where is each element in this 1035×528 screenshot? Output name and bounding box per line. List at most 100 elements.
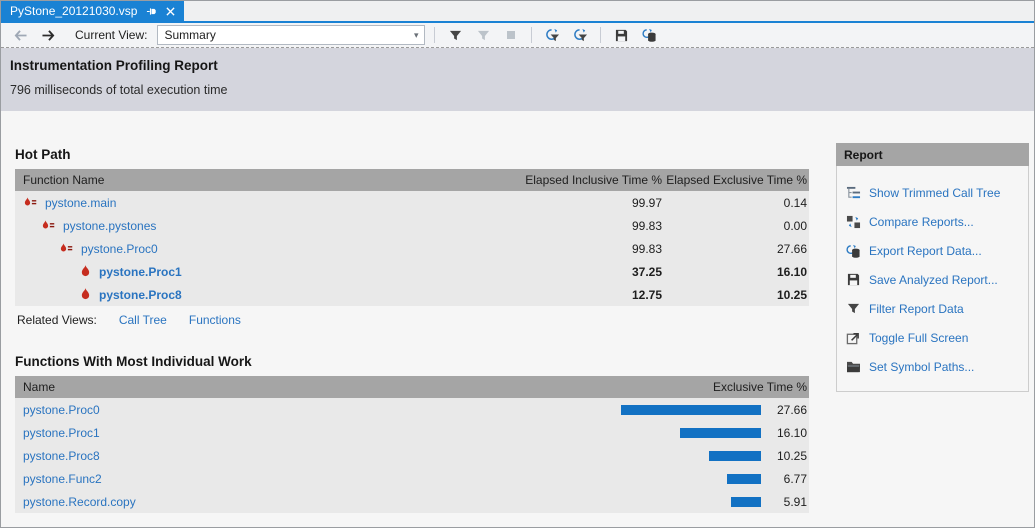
- function-link[interactable]: pystone.Proc0: [81, 241, 158, 256]
- report-action-label[interactable]: Export Report Data...: [869, 243, 982, 258]
- report-action-label[interactable]: Toggle Full Screen: [869, 330, 969, 345]
- refresh-filter-icon: [546, 28, 560, 42]
- stop-icon: [507, 31, 516, 39]
- stop-button[interactable]: [500, 25, 522, 45]
- table-row: pystone.Proc1 16.10: [15, 421, 809, 444]
- column-exclusive-time[interactable]: Exclusive Time %: [712, 380, 807, 394]
- related-link-functions[interactable]: Functions: [188, 313, 241, 327]
- individual-work-title: Functions With Most Individual Work: [15, 354, 252, 369]
- function-link[interactable]: pystone.Proc8: [99, 287, 182, 302]
- export-database-icon: [845, 243, 861, 259]
- flame-icon: [77, 287, 93, 303]
- compare-reports-item[interactable]: Compare Reports...: [845, 207, 1028, 236]
- exclusive-value: 0.14: [783, 195, 807, 210]
- close-icon[interactable]: [166, 6, 176, 16]
- hot-path-flame-icon: [23, 195, 39, 211]
- filter-icon: [449, 30, 462, 40]
- refresh-filter-icon: [574, 28, 588, 42]
- report-action-label[interactable]: Set Symbol Paths...: [869, 359, 975, 374]
- function-link[interactable]: pystone.main: [45, 195, 117, 210]
- export-database-icon: [642, 28, 656, 42]
- back-arrow-icon: [14, 29, 27, 41]
- column-name[interactable]: Name: [23, 380, 56, 394]
- inclusive-value: 99.83: [631, 241, 662, 256]
- export-data-button[interactable]: [638, 25, 660, 45]
- save-report-button[interactable]: [610, 25, 632, 45]
- exclusive-value: 0.00: [783, 218, 807, 233]
- report-action-label[interactable]: Show Trimmed Call Tree: [869, 185, 1001, 200]
- table-row: pystone.Func2 6.77: [15, 467, 809, 490]
- fullscreen-icon: [845, 330, 861, 346]
- forward-button[interactable]: [37, 25, 59, 45]
- function-link[interactable]: pystone.Proc1: [99, 264, 182, 279]
- report-action-label[interactable]: Save Analyzed Report...: [869, 272, 998, 287]
- column-function-name[interactable]: Function Name: [23, 173, 105, 187]
- report-action-label[interactable]: Compare Reports...: [869, 214, 974, 229]
- function-link[interactable]: pystone.Proc8: [23, 448, 100, 463]
- function-link[interactable]: pystone.pystones: [63, 218, 157, 233]
- table-row: pystone.main 99.97 0.14: [15, 191, 809, 214]
- individual-work-table: Name Exclusive Time % pystone.Proc0 27.6…: [15, 376, 809, 513]
- filter-icon: [845, 301, 861, 317]
- individual-work-table-header: Name Exclusive Time %: [15, 376, 809, 398]
- function-link[interactable]: pystone.Proc1: [23, 425, 100, 440]
- flame-icon: [77, 264, 93, 280]
- related-views: Related Views: Call Tree Functions: [15, 313, 809, 327]
- related-views-label: Related Views:: [17, 313, 97, 327]
- hot-path-title: Hot Path: [15, 147, 71, 162]
- tab-title: PyStone_20121030.vsp: [10, 4, 138, 18]
- report-header: Instrumentation Profiling Report 796 mil…: [1, 48, 1034, 111]
- reapply-filter-button[interactable]: [569, 25, 591, 45]
- exclusive-value: 16.10: [776, 425, 807, 440]
- function-link[interactable]: pystone.Record.copy: [23, 494, 136, 509]
- time-bar: [680, 427, 761, 438]
- related-link-call-tree[interactable]: Call Tree: [118, 313, 167, 327]
- exclusive-value: 16.10: [776, 264, 807, 279]
- table-row: pystone.Proc1 37.25 16.10: [15, 260, 809, 283]
- inclusive-value: 99.83: [631, 218, 662, 233]
- pin-icon[interactable]: [146, 6, 157, 17]
- time-bar: [731, 496, 761, 507]
- save-icon: [615, 29, 628, 41]
- exclusive-value: 27.66: [776, 402, 807, 417]
- report-action-label[interactable]: Filter Report Data: [869, 301, 964, 316]
- show-trimmed-call-tree-item[interactable]: Show Trimmed Call Tree: [845, 178, 1028, 207]
- exclusive-value: 6.77: [783, 471, 807, 486]
- table-row: pystone.Record.copy 5.91: [15, 490, 809, 513]
- function-link[interactable]: pystone.Func2: [23, 471, 102, 486]
- clear-filter-button[interactable]: [472, 25, 494, 45]
- filter-disabled-icon: [477, 30, 490, 40]
- hot-path-table: Function Name Elapsed Inclusive Time % E…: [15, 169, 809, 306]
- apply-filter-button[interactable]: [541, 25, 563, 45]
- column-exclusive-time[interactable]: Elapsed Exclusive Time %: [666, 173, 807, 187]
- back-button[interactable]: [9, 25, 31, 45]
- time-bar: [621, 404, 761, 415]
- function-link[interactable]: pystone.Proc0: [23, 402, 100, 417]
- exclusive-value: 5.91: [783, 494, 807, 509]
- filter-button[interactable]: [444, 25, 466, 45]
- save-analyzed-report-item[interactable]: Save Analyzed Report...: [845, 265, 1028, 294]
- filter-report-data-item[interactable]: Filter Report Data: [845, 294, 1028, 323]
- view-select-value: Summary: [164, 28, 216, 42]
- report-panel-title: Report: [836, 143, 1029, 166]
- current-view-label: Current View:: [75, 28, 148, 42]
- hot-path-flame-icon: [59, 241, 75, 257]
- table-row: pystone.Proc8 10.25: [15, 444, 809, 467]
- view-select[interactable]: Summary ▾: [157, 25, 426, 45]
- compare-icon: [845, 214, 861, 230]
- document-tab[interactable]: PyStone_20121030.vsp: [1, 1, 185, 21]
- call-tree-icon: [845, 185, 861, 201]
- toggle-full-screen-item[interactable]: Toggle Full Screen: [845, 323, 1028, 352]
- inclusive-value: 99.97: [631, 195, 662, 210]
- main-column: Hot Path Function Name Elapsed Inclusive…: [15, 111, 809, 513]
- exclusive-value: 10.25: [776, 287, 807, 302]
- toolbar: Current View: Summary ▾: [1, 23, 1034, 48]
- chevron-down-icon: ▾: [413, 29, 419, 40]
- table-row: pystone.Proc8 12.75 10.25: [15, 283, 809, 306]
- hot-path-table-header: Function Name Elapsed Inclusive Time % E…: [15, 169, 809, 191]
- column-inclusive-time[interactable]: Elapsed Inclusive Time %: [525, 173, 662, 187]
- report-panel-body: Show Trimmed Call Tree Compare Reports..…: [836, 166, 1029, 392]
- exclusive-value: 27.66: [776, 241, 807, 256]
- set-symbol-paths-item[interactable]: Set Symbol Paths...: [845, 352, 1028, 381]
- export-report-data-item[interactable]: Export Report Data...: [845, 236, 1028, 265]
